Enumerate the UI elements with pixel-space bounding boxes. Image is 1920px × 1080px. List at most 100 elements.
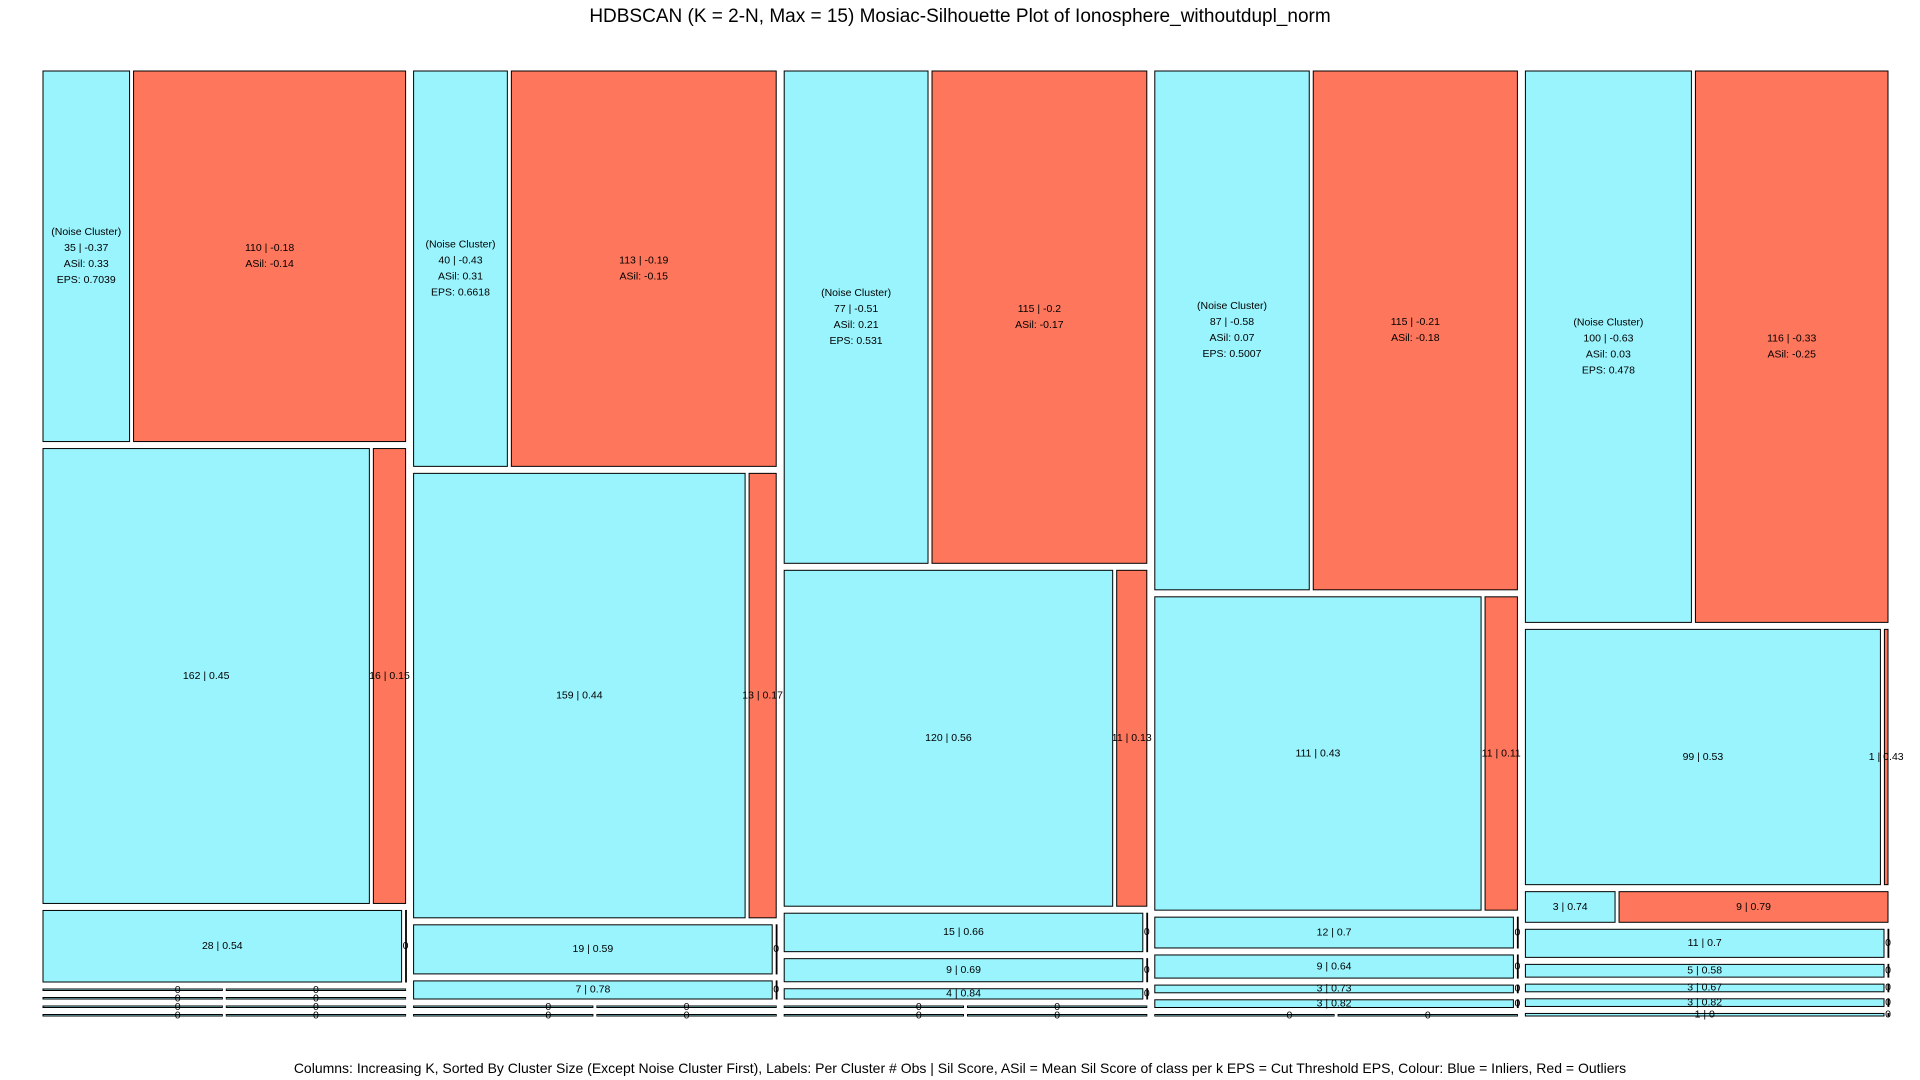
inlier-label: 120 | 0.56 bbox=[925, 732, 972, 744]
zero-label: 0 bbox=[1287, 1009, 1293, 1021]
inlier-cell bbox=[1154, 999, 1514, 1008]
outlier-label: 0 bbox=[773, 943, 779, 955]
outlier-cell bbox=[748, 472, 777, 919]
inlier-label: 3 | 0.82 bbox=[1317, 997, 1352, 1009]
zero-label: 0 bbox=[916, 1009, 922, 1021]
inlier-cell bbox=[1154, 984, 1514, 994]
empty-cluster-outlier bbox=[1337, 1014, 1518, 1017]
noise-cluster-label: (Noise Cluster) bbox=[1197, 300, 1267, 312]
inlier-cell bbox=[413, 472, 746, 919]
empty-cluster-inlier bbox=[413, 1005, 594, 1008]
noise-cluster-label: 100 | -0.63 bbox=[1583, 332, 1633, 344]
noise-cluster-label: (Noise Cluster) bbox=[425, 238, 495, 250]
inlier-cell bbox=[413, 980, 773, 1000]
outlier-label: 0 bbox=[1514, 926, 1520, 938]
inlier-label: 5 | 0.58 bbox=[1687, 965, 1722, 977]
empty-cluster-inlier bbox=[783, 1005, 965, 1008]
inlier-cell bbox=[783, 912, 1144, 953]
empty-cluster-outlier bbox=[225, 997, 407, 1000]
inlier-cell bbox=[413, 70, 508, 467]
inlier-label: 9 | 0.69 bbox=[946, 964, 981, 976]
empty-cluster-inlier bbox=[42, 997, 223, 1000]
noise-outlier-label: 113 | -0.19 bbox=[619, 254, 668, 266]
noise-cluster-label: ASil: 0.33 bbox=[64, 258, 109, 270]
outlier-cell bbox=[1883, 628, 1889, 886]
zero-label: 0 bbox=[916, 1001, 922, 1013]
outlier-cell bbox=[1484, 596, 1518, 911]
inlier-cell bbox=[42, 909, 403, 983]
outlier-cell bbox=[1887, 963, 1890, 978]
inlier-label: 15 | 0.66 bbox=[943, 926, 984, 938]
noise-cluster-label: 77 | -0.51 bbox=[834, 303, 878, 315]
noise-cluster-label: ASil: 0.07 bbox=[1210, 332, 1255, 344]
noise-outlier-label: 116 | -0.33 bbox=[1767, 332, 1816, 344]
outlier-cell bbox=[1516, 954, 1519, 979]
outlier-cell bbox=[1516, 916, 1519, 949]
zero-label: 0 bbox=[1054, 1001, 1060, 1013]
inlier-label: 19 | 0.59 bbox=[573, 943, 614, 955]
zero-label: 0 bbox=[175, 992, 181, 1004]
outlier-cell bbox=[405, 909, 407, 983]
empty-cluster-inlier bbox=[42, 1014, 223, 1017]
outlier-label: 0 bbox=[403, 940, 409, 952]
empty-cluster-outlier bbox=[596, 1005, 777, 1008]
outlier-label: 0 bbox=[1144, 926, 1150, 938]
inlier-label: 9 | 0.64 bbox=[1317, 960, 1352, 972]
outlier-cell bbox=[1516, 984, 1519, 994]
outlier-label: 0 bbox=[1885, 996, 1891, 1008]
inlier-cell bbox=[1154, 70, 1310, 591]
inlier-cell bbox=[42, 448, 370, 904]
outlier-cell bbox=[133, 70, 407, 443]
outlier-label: 0 bbox=[1885, 982, 1891, 994]
empty-cluster-inlier bbox=[42, 988, 223, 991]
outlier-label: 0 bbox=[1514, 983, 1520, 995]
outlier-label: 0 bbox=[1144, 964, 1150, 976]
inlier-label: 12 | 0.7 bbox=[1317, 926, 1352, 938]
empty-cluster-outlier bbox=[967, 1005, 1148, 1008]
zero-label: 0 bbox=[313, 984, 319, 996]
outlier-label: 0 bbox=[1885, 937, 1891, 949]
empty-cluster-inlier bbox=[413, 1014, 594, 1017]
chart-caption: Columns: Increasing K, Sorted By Cluster… bbox=[293, 1060, 1627, 1076]
zero-label: 0 bbox=[545, 1001, 551, 1013]
empty-cluster-outlier bbox=[967, 1014, 1148, 1017]
noise-outlier-label: 115 | -0.21 bbox=[1391, 316, 1440, 328]
noise-outlier-label: ASil: -0.25 bbox=[1767, 348, 1816, 360]
inlier-label: 162 | 0.45 bbox=[183, 670, 230, 682]
inlier-cell bbox=[1524, 1012, 1885, 1017]
outlier-cell bbox=[1312, 70, 1518, 591]
zero-label: 0 bbox=[175, 1009, 181, 1021]
inlier-label: 159 | 0.44 bbox=[556, 689, 603, 701]
outlier-cell bbox=[510, 70, 777, 467]
zero-label: 0 bbox=[313, 1009, 319, 1021]
outlier-label: 0 bbox=[773, 984, 779, 996]
inlier-cell bbox=[413, 924, 773, 975]
outlier-label: 11 | 0.11 bbox=[1482, 747, 1521, 759]
inlier-label: 99 | 0.53 bbox=[1683, 751, 1724, 763]
inlier-cell bbox=[783, 569, 1114, 907]
empty-cluster-inlier bbox=[1154, 1014, 1335, 1017]
noise-cluster-label: 40 | -0.43 bbox=[438, 254, 482, 266]
outlier-cell bbox=[1146, 988, 1149, 1000]
noise-cluster-label: 35 | -0.37 bbox=[64, 242, 108, 254]
outlier-label: 0 bbox=[1514, 960, 1520, 972]
zero-label: 0 bbox=[1054, 1009, 1060, 1021]
inlier-label: 111 | 0.43 bbox=[1295, 747, 1340, 759]
inlier-cell bbox=[1524, 983, 1885, 993]
empty-cluster-outlier bbox=[225, 1005, 407, 1008]
outlier-cell bbox=[1887, 983, 1890, 993]
zero-label: 0 bbox=[175, 1001, 181, 1013]
inlier-label: 3 | 0.74 bbox=[1553, 901, 1588, 913]
empty-cluster-outlier bbox=[596, 1014, 777, 1017]
outlier-label: 16 | 0.15 bbox=[369, 670, 410, 682]
inlier-cell bbox=[1154, 916, 1514, 949]
outlier-label: 11 | 0.13 bbox=[1112, 732, 1152, 744]
noise-cluster-label: ASil: 0.31 bbox=[438, 270, 483, 282]
outlier-cell bbox=[1146, 958, 1149, 983]
inlier-label: 4 | 0.84 bbox=[946, 988, 981, 1000]
noise-cluster-label: (Noise Cluster) bbox=[1573, 316, 1643, 328]
noise-outlier-label: ASil: -0.17 bbox=[1015, 319, 1064, 331]
noise-cluster-label: EPS: 0.7039 bbox=[57, 274, 116, 286]
empty-cluster-outlier bbox=[225, 1014, 407, 1017]
